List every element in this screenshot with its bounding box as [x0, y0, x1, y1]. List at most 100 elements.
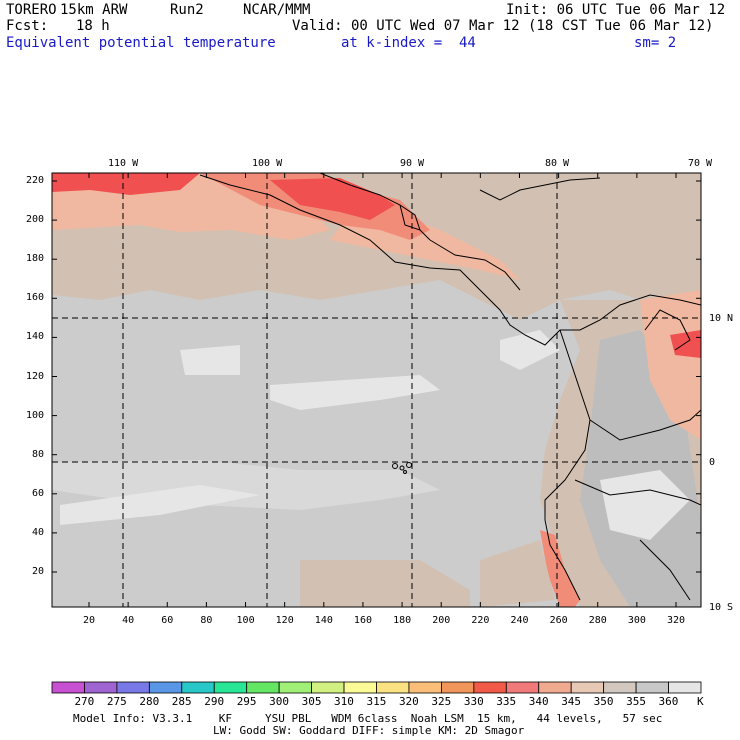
valid-time: Valid: 00 UTC Wed 07 Mar 12 (18 CST Tue …: [292, 18, 714, 34]
run-label: Run2: [170, 2, 204, 18]
colorbar-label: 300: [269, 695, 290, 708]
colorbar-swatch: [635, 681, 669, 694]
left-tick-label: 20: [31, 566, 44, 577]
pacific-coastline: [199, 174, 701, 346]
left-tick-label: 40: [31, 526, 44, 538]
colorbar-swatch: [278, 681, 312, 694]
lat-label-equator: 0: [709, 457, 716, 468]
bottom-tick-label: 220: [471, 615, 490, 626]
init-time: Init: 06 UTC Tue 06 Mar 12: [506, 2, 726, 18]
colorbar-swatch: [181, 681, 215, 694]
lon-label-90w: 90 W: [400, 158, 425, 169]
colorbar-swatch: [116, 681, 150, 694]
colorbar-swatch: [570, 681, 605, 694]
bottom-tick-label: 160: [353, 615, 372, 626]
colorbar-label: 360: [658, 695, 679, 708]
guatemala-border: [399, 204, 421, 231]
bolivia-border: [639, 539, 691, 601]
colorbar-label: 320: [398, 695, 419, 708]
colorbar-unit: K: [697, 695, 704, 708]
peru-border: [574, 479, 701, 506]
colorbar-label: 335: [496, 695, 517, 708]
red-east: [670, 330, 701, 358]
physics-info: LW: Godd SW: Goddard DIFF: simple KM: 2D…: [213, 724, 525, 737]
left-tick-label: 80: [31, 448, 44, 460]
left-tick-label: 180: [25, 253, 44, 265]
colorbar-swatch: [311, 681, 345, 694]
red-top-left: [52, 173, 200, 195]
red-mexico: [270, 178, 395, 220]
bottom-tick-label: 120: [275, 615, 294, 626]
forecast-hour: 18 h: [76, 18, 110, 34]
light-patch-4: [600, 470, 690, 540]
colorbar-swatch: [84, 681, 118, 694]
light-patch-3: [60, 485, 260, 525]
forecast-label: Fcst:: [6, 18, 49, 34]
colorbar-swatch: [538, 681, 572, 694]
colorbar-swatch: [408, 681, 442, 694]
lat-lon-grid: [52, 173, 701, 607]
galapagos-island-2: [399, 465, 405, 471]
colorbar-label: 290: [204, 695, 225, 708]
bottom-tick-label: 60: [161, 615, 174, 626]
colorbar-label: 305: [301, 695, 322, 708]
colorbar-label: 350: [593, 695, 614, 708]
colorbar-swatch: [376, 681, 410, 694]
south-america-west-coast: [544, 329, 591, 601]
colorbar-label: 285: [171, 695, 192, 708]
peach-east: [640, 290, 701, 440]
colorbar-label: 310: [334, 695, 354, 708]
bottom-tick-label: 320: [667, 615, 686, 626]
colorbar-swatch: [440, 681, 475, 694]
left-tick-label: 120: [25, 370, 44, 382]
colorbar: [51, 681, 702, 694]
bottom-tick-label: 260: [549, 615, 568, 626]
lon-label-80w: 80 W: [545, 158, 570, 169]
colorbar-swatch: [668, 681, 702, 694]
colorbar-swatch: [246, 681, 280, 694]
axis-ticks: [52, 173, 701, 607]
left-tick-label: 160: [25, 292, 44, 304]
colorbar-label: 355: [626, 695, 646, 708]
colorbar-swatch: [505, 681, 540, 694]
bottom-tick-label: 80: [200, 615, 213, 626]
lat-label-10n: 10 N: [709, 313, 734, 324]
map-frame: [51, 172, 702, 608]
lon-label-100w: 100 W: [252, 158, 283, 169]
coastlines: [199, 173, 701, 601]
colorbar-label: 280: [139, 695, 160, 708]
bottom-tick-label: 20: [83, 615, 96, 626]
colorbar-label: 270: [74, 695, 95, 708]
colorbar-label: 330: [463, 695, 484, 708]
left-tick-label: 220: [25, 175, 44, 186]
level-index: at k-index = 44: [341, 35, 476, 51]
colorbar-swatch: [343, 681, 377, 694]
colorbar-label: 295: [236, 695, 257, 708]
bottom-tick-label: 280: [588, 615, 607, 626]
lon-label-70w: 70 W: [688, 158, 713, 169]
bottom-tick-label: 40: [122, 615, 135, 626]
bottom-tick-label: 140: [314, 615, 333, 626]
colorbar-swatch: [213, 681, 248, 694]
colorbar-swatch: [603, 681, 637, 694]
left-tick-label: 100: [25, 409, 44, 421]
colorbar-label: 315: [366, 695, 387, 708]
lake-maracaibo: [644, 309, 691, 351]
bottom-tick-label: 100: [236, 615, 255, 626]
honduras-border: [429, 239, 521, 291]
model-resolution: 15km ARW: [60, 2, 128, 18]
bottom-tick-label: 240: [510, 615, 529, 626]
galapagos-island-4: [403, 470, 407, 474]
lon-label-110w: 110 W: [108, 158, 139, 169]
model-info: Model Info: V3.3.1 KF YSU PBL WDM 6class…: [73, 712, 663, 725]
field-name: Equivalent potential temperature: [6, 35, 276, 51]
light-patch-5: [500, 330, 560, 370]
left-tick-label: 140: [25, 331, 44, 343]
colombia-border: [589, 409, 701, 441]
left-tick-label: 200: [25, 214, 44, 226]
colorbar-label: 345: [561, 695, 582, 708]
left-tick-label: 60: [31, 487, 44, 499]
colorbar-swatch: [148, 681, 183, 694]
bottom-tick-label: 180: [393, 615, 412, 626]
